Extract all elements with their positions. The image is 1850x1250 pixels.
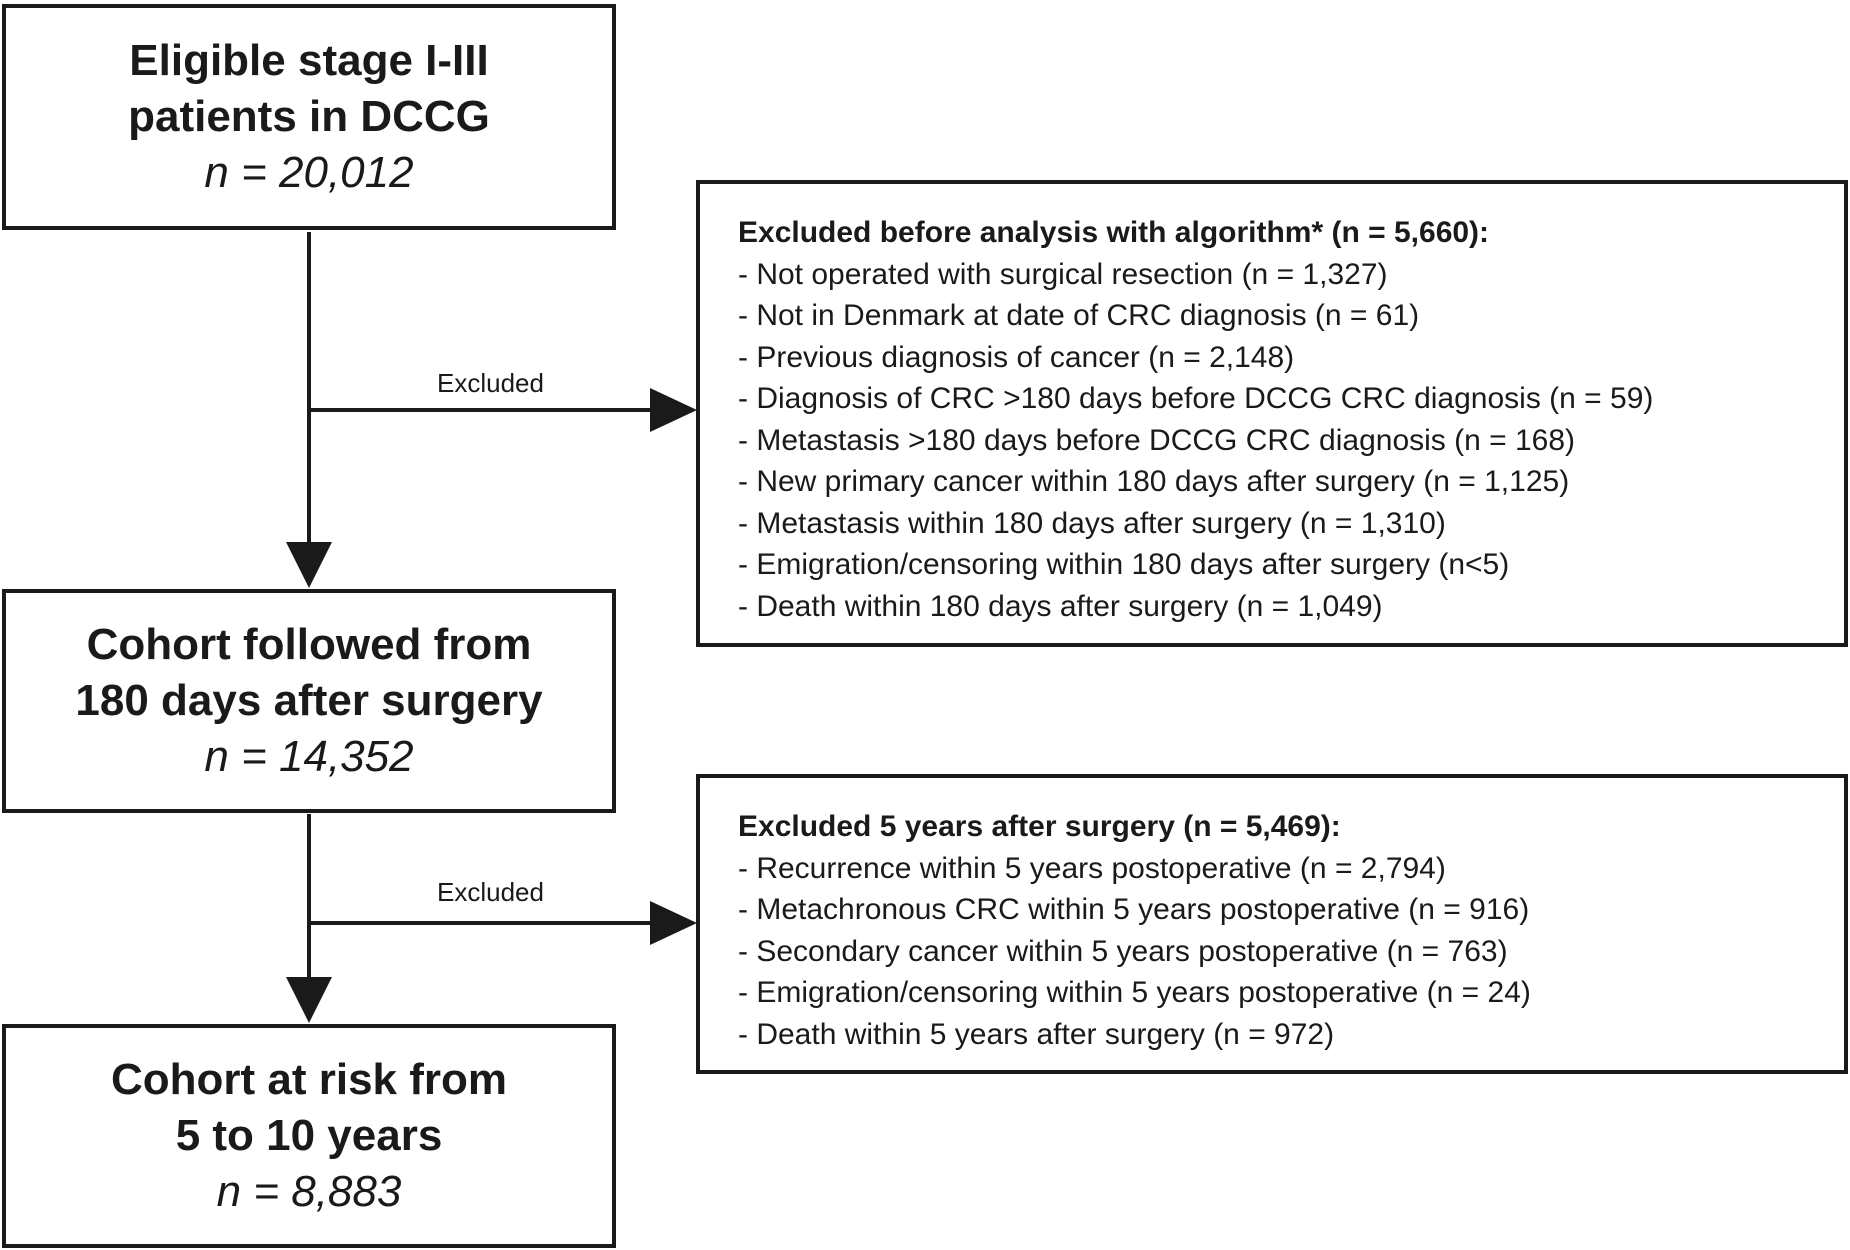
exclusion-title: Excluded 5 years after surgery (n = 5,46… [738,810,1341,843]
cohort-title-line: Cohort followed from [86,620,532,669]
arrowhead-exclusion-1 [650,388,697,432]
exclusion-item: - Recurrence within 5 years postoperativ… [738,851,1446,885]
cohort-count: n = 20,012 [204,148,414,197]
exclusion-item: - Death within 180 days after surgery (n… [738,589,1383,623]
cohort-box-eligible: Eligible stage I-III patients in DCCG n … [2,4,616,230]
exclusion-item: - New primary cancer within 180 days aft… [738,465,1570,498]
exclusion-item: - Metastasis >180 days before DCCG CRC d… [738,423,1576,457]
exclusion-item: - Previous diagnosis of cancer (n = 2,14… [738,340,1295,374]
arrowhead-box3 [286,977,332,1023]
cohort-count: n = 14,352 [204,732,414,781]
cohort-title-line: patients in DCCG [128,92,490,141]
cohort-title-line: Eligible stage I-III [129,36,489,85]
exclusion-item: - Secondary cancer within 5 years postop… [738,934,1508,968]
arrowhead-box2 [286,542,332,588]
arrowhead-exclusion-2 [650,901,697,945]
exclusion-box-before-analysis: Excluded before analysis with algorithm*… [696,180,1848,647]
cohort-title-line: Cohort at risk from [110,1055,508,1104]
cohort-count: n = 8,883 [216,1167,402,1216]
exclusion-item: - Death within 5 years after surgery (n … [738,1017,1335,1051]
exclusion-item: - Emigration/censoring within 5 years po… [738,976,1531,1009]
exclusion-item: - Metachronous CRC within 5 years postop… [738,893,1530,926]
cohort-title-line: 180 days after surgery [75,676,543,725]
exclusion-item: - Metastasis within 180 days after surge… [738,506,1446,540]
cohort-title-line: 5 to 10 years [175,1111,443,1160]
cohort-box-followed: Cohort followed from 180 days after surg… [2,589,616,813]
cohort-box-at-risk: Cohort at risk from 5 to 10 years n = 8,… [2,1024,616,1248]
excluded-arrow-label: Excluded [437,877,544,907]
exclusion-item: - Diagnosis of CRC >180 days before DCCG… [738,382,1654,415]
exclusion-item: - Not operated with surgical resection (… [738,257,1388,291]
exclusion-box-five-years: Excluded 5 years after surgery (n = 5,46… [696,774,1848,1074]
exclusion-item: - Not in Denmark at date of CRC diagnosi… [738,299,1420,332]
exclusion-item: - Emigration/censoring within 180 days a… [738,548,1510,581]
excluded-arrow-label: Excluded [437,368,544,398]
exclusion-title: Excluded before analysis with algorithm*… [738,216,1490,249]
